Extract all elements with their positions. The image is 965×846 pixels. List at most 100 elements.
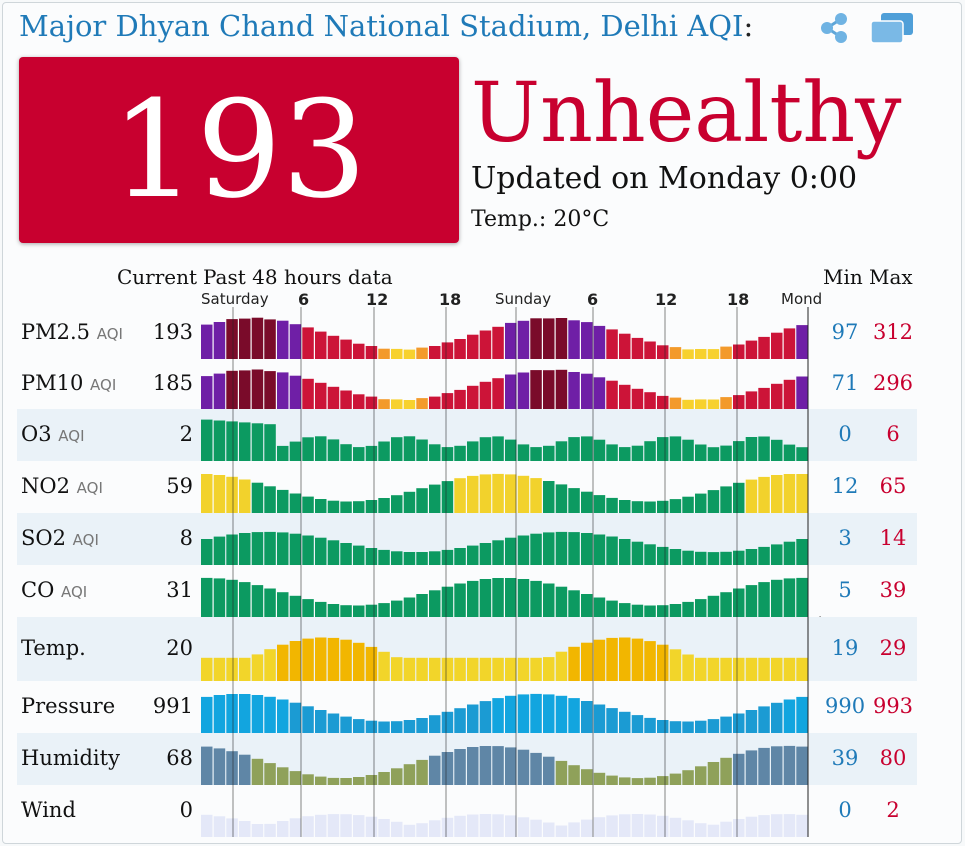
- history-bar: [479, 381, 492, 409]
- history-sparkline[interactable]: [201, 565, 809, 617]
- axis-label-18: 18: [439, 290, 462, 309]
- pollutant-name: PM10: [21, 371, 84, 395]
- history-bar: [682, 349, 694, 359]
- history-sparkline[interactable]: [201, 617, 809, 681]
- history-bar: [568, 320, 580, 359]
- history-bar: [403, 720, 416, 733]
- row-label: Humidity: [21, 746, 120, 770]
- current-value: 991: [152, 694, 193, 718]
- history-bar: [517, 579, 530, 617]
- history-bar: [555, 586, 568, 617]
- history-bar: [505, 439, 517, 461]
- row-o3[interactable]: O3 AQI 2 0 6: [17, 409, 917, 461]
- history-bar: [416, 657, 428, 681]
- history-bar: [315, 637, 327, 681]
- row-pressure[interactable]: Pressure 991 990 993: [17, 681, 917, 733]
- past-48h-header: Past 48 hours data: [203, 265, 393, 289]
- history-bar: [365, 396, 378, 409]
- history-bar: [391, 551, 403, 565]
- history-bar: [593, 704, 606, 733]
- row-pm25[interactable]: PM2.5 AQI 193 97 312: [17, 307, 917, 359]
- row-so2[interactable]: SO2 AQI 8 3 14: [17, 513, 917, 565]
- history-sparkline[interactable]: [201, 785, 809, 837]
- history-bar: [695, 599, 707, 617]
- share-icon[interactable]: [817, 11, 851, 45]
- min-value: 39: [831, 746, 859, 770]
- history-bar: [479, 474, 492, 513]
- history-bar: [277, 532, 289, 565]
- history-bar: [631, 445, 644, 461]
- history-bar: [365, 604, 378, 617]
- history-sparkline[interactable]: [201, 359, 809, 409]
- history-bar: [492, 473, 504, 513]
- screens-icon[interactable]: [869, 11, 915, 45]
- history-sparkline[interactable]: [201, 409, 809, 461]
- row-label: PM2.5 AQI: [21, 320, 123, 344]
- history-bar: [657, 546, 669, 565]
- history-sparkline[interactable]: [201, 681, 809, 733]
- row-temp[interactable]: Temp. 20 19 29: [17, 617, 917, 681]
- history-bar: [416, 398, 428, 409]
- min-value: 71: [831, 371, 859, 395]
- history-bar: [251, 369, 264, 409]
- min-value: 5: [838, 578, 852, 602]
- history-bar: [505, 695, 517, 733]
- history-sparkline[interactable]: [201, 307, 809, 359]
- history-bar: [631, 715, 644, 733]
- current-value: 31: [166, 578, 193, 602]
- history-bar: [239, 422, 251, 461]
- history-bar: [302, 437, 314, 461]
- history-bar: [644, 392, 656, 409]
- history-bar: [277, 644, 289, 681]
- row-label: Pressure: [21, 694, 115, 718]
- history-sparkline[interactable]: [201, 461, 809, 513]
- history-bar: [745, 710, 758, 733]
- history-bar: [327, 335, 340, 359]
- current-value: 59: [166, 474, 193, 498]
- history-bar: [644, 341, 656, 359]
- row-humidity[interactable]: Humidity 68 39 80: [17, 733, 917, 785]
- row-wind[interactable]: Wind 0 0 2: [17, 785, 917, 837]
- history-sparkline[interactable]: [201, 733, 809, 785]
- current-value: 185: [152, 371, 193, 395]
- history-bar: [669, 347, 682, 359]
- history-bar: [441, 586, 454, 617]
- history-bar: [783, 541, 796, 565]
- max-value: 39: [879, 578, 907, 602]
- history-bar: [226, 476, 238, 513]
- history-bar: [758, 546, 770, 565]
- history-bar: [581, 373, 593, 409]
- history-bar: [277, 821, 289, 837]
- history-bar: [505, 537, 517, 565]
- row-label: SO2 AQI: [21, 526, 99, 550]
- station-title[interactable]: Major Dhyan Chand National Stadium, Delh…: [19, 9, 761, 43]
- history-bar: [251, 317, 264, 359]
- pollutant-name: SO2: [21, 526, 66, 550]
- history-bar: [606, 600, 618, 617]
- history-bar: [327, 604, 340, 617]
- history-bar: [251, 532, 264, 565]
- history-sparkline[interactable]: [201, 513, 809, 565]
- history-bar: [264, 319, 276, 359]
- history-bar: [695, 766, 707, 785]
- history-bar: [644, 501, 656, 513]
- row-pm10[interactable]: PM10 AQI 185 71 296: [17, 359, 917, 409]
- history-bar: [771, 383, 783, 409]
- history-bar: [378, 498, 390, 513]
- row-co[interactable]: CO AQI 31 5 39: [17, 565, 917, 617]
- history-bar: [619, 539, 631, 565]
- history-bar: [530, 752, 542, 785]
- history-bar: [315, 499, 327, 513]
- history-bar: [530, 370, 542, 409]
- time-axis-top: Saturday 6 12 18 Sunday 6 12 18 Mond: [201, 290, 822, 310]
- row-no2[interactable]: NO2 AQI 59 12 65: [17, 461, 917, 513]
- max-value: 14: [879, 526, 907, 550]
- history-bar: [733, 441, 745, 461]
- history-bar: [581, 701, 593, 733]
- history-bar: [226, 657, 238, 681]
- axis-label-sunday: Sunday: [495, 290, 552, 308]
- history-bar: [429, 396, 441, 409]
- history-bar: [378, 399, 390, 409]
- history-bar: [315, 710, 327, 733]
- unit-label: AQI: [60, 583, 88, 601]
